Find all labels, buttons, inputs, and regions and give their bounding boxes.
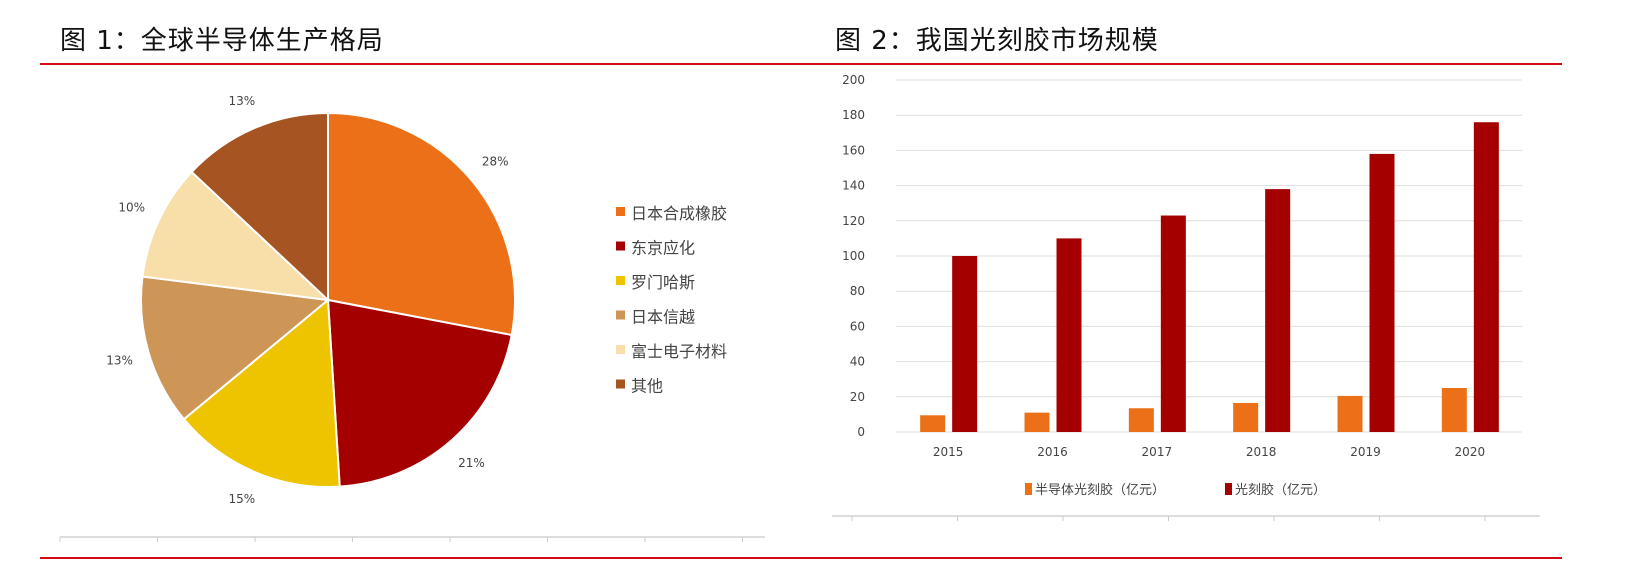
legend-label: 光刻胶（亿元） [1235,482,1326,498]
bar-半导体光刻胶（亿元） [1024,412,1050,432]
legend-label: 罗门哈斯 [631,273,695,292]
pie-data-label: 13% [228,94,255,108]
y-tick-label: 0 [857,425,865,439]
bar-光刻胶（亿元） [1160,215,1186,432]
y-tick-label: 20 [850,390,865,404]
bar-半导体光刻胶（亿元） [1441,388,1467,432]
legend-label: 半导体光刻胶（亿元） [1035,482,1165,498]
x-tick-label: 2015 [933,445,964,459]
y-tick-label: 140 [842,179,865,193]
y-tick-label: 120 [842,214,865,228]
x-tick-label: 2016 [1037,445,1068,459]
pie-chart: 28% 日本合成橡胶 21% 东京应化 15% 罗门哈斯 13% 日本信越 10% 富士电子材料 1… [59,94,765,542]
pie-slice [190,111,329,303]
bar-半导体光刻胶（亿元） [1128,408,1154,432]
pie-slice [327,111,516,337]
legend-label: 其他 [631,377,663,396]
top-divider [40,63,1562,65]
figure-2-title: 图 2：我国光刻胶市场规模 [835,26,1159,56]
legend-swatch [616,207,625,216]
legend-swatch [616,345,625,354]
y-tick-label: 40 [850,355,865,369]
bar-半导体光刻胶（亿元） [1337,395,1363,432]
pie-slice [326,298,513,488]
y-tick-label: 60 [850,319,865,333]
pie-data-label: 15% [228,492,255,506]
bar-光刻胶（亿元） [1369,153,1395,433]
x-tick-label: 2020 [1455,445,1486,459]
pie-data-label: 28% [482,155,509,169]
pie-slice [182,297,341,488]
bar-半导体光刻胶（亿元） [1233,402,1259,432]
bar-光刻胶（亿元） [952,256,978,432]
y-tick-label: 200 [842,73,865,87]
bar-光刻胶（亿元） [1473,122,1499,433]
y-tick-label: 100 [842,249,865,263]
legend-swatch [616,241,625,251]
pie-data-label: 10% [118,201,145,215]
bar-光刻胶（亿元） [1265,189,1291,432]
x-tick-label: 2017 [1142,445,1173,459]
legend-swatch [616,276,625,285]
pie-slice [140,275,331,421]
legend-swatch [616,379,625,389]
y-tick-label: 160 [842,143,865,157]
bar-光刻胶（亿元） [1056,238,1082,432]
y-tick-label: 180 [842,108,865,122]
pie-data-label: 13% [106,354,133,368]
x-tick-label: 2019 [1350,445,1381,459]
bottom-divider [40,557,1562,559]
legend-swatch [1025,483,1032,495]
legend-label: 东京应化 [631,239,695,258]
legend-swatch [1225,483,1232,495]
legend-label: 富士电子材料 [631,342,727,361]
legend-swatch [616,310,625,320]
legend-label: 日本合成橡胶 [631,204,727,223]
legend-label: 日本信越 [631,308,695,327]
x-tick-label: 2018 [1246,445,1277,459]
bar-半导体光刻胶（亿元） [920,415,946,432]
figure-1-title: 图 1：全球半导体生产格局 [60,26,384,56]
pie-slice [141,170,331,302]
pie-data-label: 21% [458,456,485,470]
y-tick-label: 80 [850,284,865,298]
